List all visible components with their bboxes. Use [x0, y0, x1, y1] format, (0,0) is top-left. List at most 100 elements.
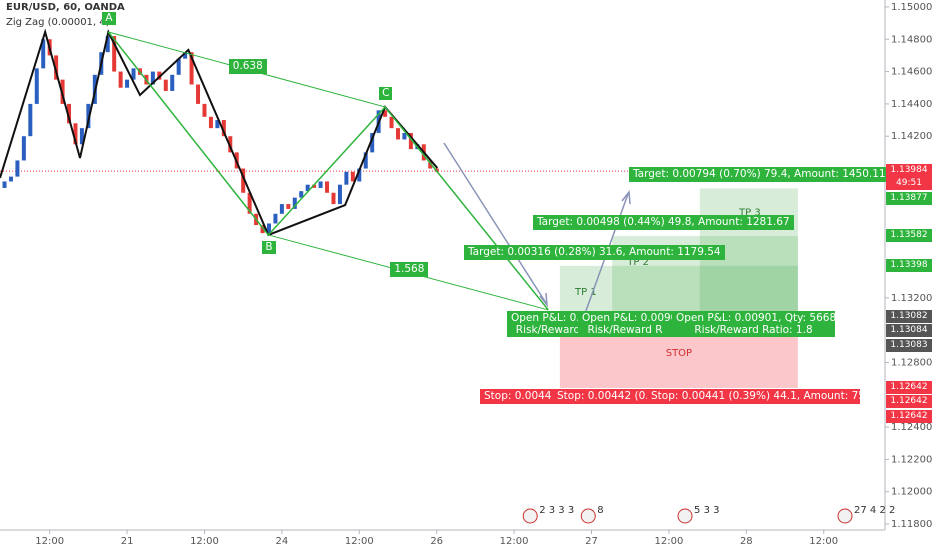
candle-body	[163, 79, 168, 91]
y-tick-label: 1.14400	[891, 99, 932, 110]
candle-body	[228, 136, 233, 153]
candle-body	[202, 103, 207, 117]
y-tick-label: 1.12400	[891, 422, 932, 433]
candle-body	[15, 160, 20, 177]
x-tick-label: 12:00	[500, 536, 529, 547]
ratio-line	[108, 31, 386, 108]
candle-body	[208, 116, 213, 129]
candle-body	[428, 160, 433, 169]
arrow-head	[539, 292, 548, 308]
candle-body	[125, 79, 130, 88]
target-zone-label: TP 2	[626, 257, 649, 268]
arrow	[443, 142, 547, 304]
event-label: 27 4 2 2	[854, 505, 895, 516]
y-tick-label: 1.12800	[891, 357, 932, 368]
x-tick-label: 12:00	[35, 536, 64, 547]
candle-body	[196, 84, 201, 104]
y-tick-label: 1.14200	[891, 131, 932, 142]
candle-body	[2, 181, 7, 188]
candle-body	[286, 204, 291, 209]
event-flag	[677, 508, 693, 524]
candle-body	[312, 184, 317, 188]
candle-body	[318, 181, 323, 188]
y-tick-label: 1.13200	[891, 293, 932, 304]
y-tick-label: 1.14600	[891, 67, 932, 78]
x-tick-label: 12:00	[809, 536, 838, 547]
candle-body	[221, 120, 226, 137]
event-flag	[522, 508, 538, 524]
y-tick-label: 1.12000	[891, 487, 932, 498]
candle-body	[112, 36, 117, 72]
candle-body	[395, 128, 400, 140]
candle-body	[150, 71, 155, 85]
x-tick-label: 12:00	[345, 536, 374, 547]
candle-body	[54, 55, 59, 80]
candle-body	[292, 197, 297, 209]
candle-body	[215, 120, 220, 129]
candle-body	[273, 213, 278, 224]
y-tick-label: 1.11800	[891, 519, 932, 530]
candle-body	[28, 103, 33, 137]
x-tick-label: 27	[585, 536, 598, 547]
zigzag-line	[0, 28, 439, 237]
arrow-head	[621, 190, 631, 205]
candle-body	[266, 223, 271, 234]
candle-body	[241, 168, 246, 193]
candle-body	[344, 171, 349, 185]
candle-body	[21, 136, 26, 161]
candle-body	[331, 192, 336, 205]
event-flag	[837, 508, 853, 524]
candle-body	[325, 181, 330, 193]
candle-body	[8, 176, 13, 182]
target-zone-label: TP 1	[574, 287, 597, 298]
x-tick-label: 12:00	[190, 536, 219, 547]
y-tick-label: 1.15000	[891, 2, 932, 13]
candle-body	[350, 171, 355, 182]
target-zone-label: TP 3	[738, 207, 761, 218]
stop-zone-label: STOP	[666, 348, 692, 359]
candle-body	[299, 191, 304, 198]
candle-body	[73, 123, 78, 145]
candle-body	[337, 184, 342, 205]
candle-body	[305, 184, 310, 192]
x-tick-label: 12:00	[654, 536, 683, 547]
candle-body	[383, 110, 388, 117]
candle-body	[279, 204, 284, 214]
event-label: 2 3 3 3	[539, 505, 574, 516]
x-tick-label: 24	[276, 536, 289, 547]
candle-body	[389, 116, 394, 129]
candle-body	[105, 36, 110, 53]
pattern-line	[107, 31, 549, 311]
candle-body	[34, 68, 39, 104]
candle-body	[402, 132, 407, 140]
candle-body	[189, 52, 194, 85]
candle-body	[79, 128, 84, 145]
candle-body	[370, 132, 375, 153]
candle-body	[41, 39, 46, 69]
y-tick-label: 1.14800	[891, 34, 932, 45]
y-tick-label: 1.12200	[891, 454, 932, 465]
event-label: 8	[597, 505, 603, 516]
candle-body	[170, 74, 175, 91]
candle-body	[183, 52, 188, 59]
candle-body	[176, 58, 181, 75]
candle-body	[118, 71, 123, 88]
candle-body	[131, 68, 136, 80]
candle-body	[67, 103, 72, 124]
x-tick-label: 26	[430, 536, 443, 547]
candle-body	[357, 168, 362, 182]
marks	[0, 28, 549, 311]
x-tick-label: 28	[740, 536, 753, 547]
ratio-line	[268, 234, 549, 311]
x-tick-label: 21	[121, 536, 134, 547]
event-label: 5 3 3	[694, 505, 719, 516]
candle-body	[260, 225, 265, 234]
event-flag	[580, 508, 596, 524]
zones: TP 1 TP 2 TP 3 STOP	[0, 170, 885, 388]
candle-body	[363, 152, 368, 169]
candle-body	[408, 132, 413, 150]
candle-body	[247, 192, 252, 214]
candle-body	[86, 103, 91, 129]
